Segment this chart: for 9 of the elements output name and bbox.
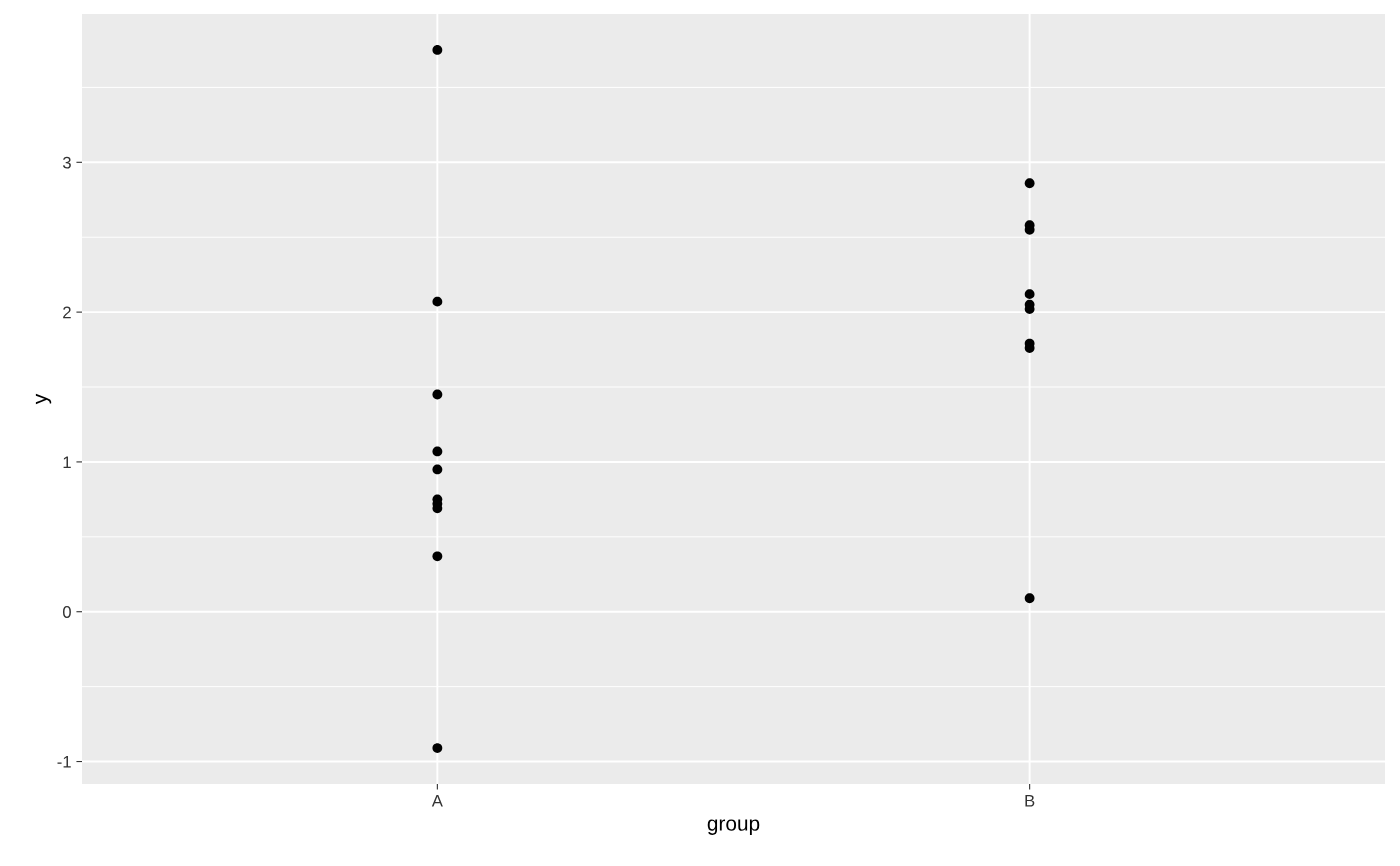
y-tick-label: 0 [62, 606, 71, 618]
y-tick-label: 3 [62, 156, 71, 169]
y-tick-label: 2 [63, 306, 71, 319]
x-axis-title: group [707, 819, 760, 835]
y-tick-label: -1 [57, 756, 71, 768]
x-tick-label: A [431, 795, 443, 807]
x-tick-label: B [1025, 795, 1035, 807]
y-axis-title: y [35, 393, 52, 405]
y-tick-label: 1 [63, 456, 71, 468]
